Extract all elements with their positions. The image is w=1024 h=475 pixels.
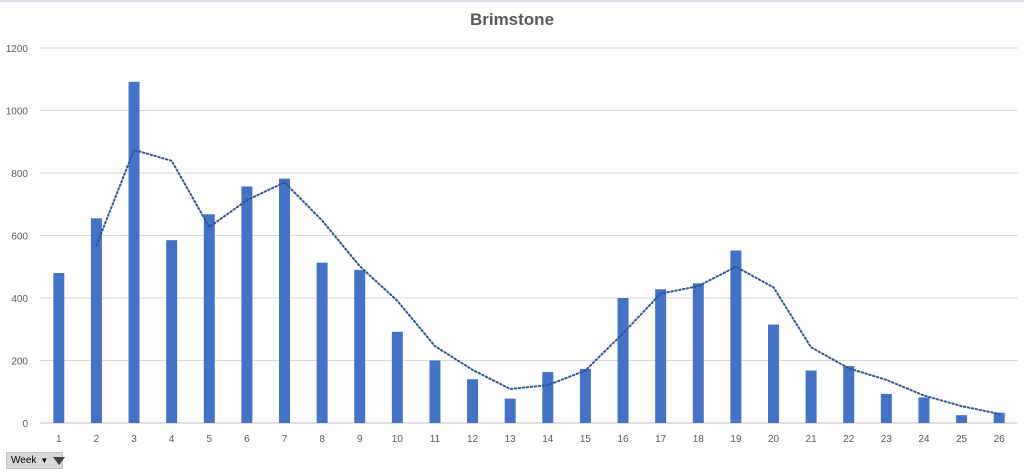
x-tick-label: 1 <box>56 434 62 445</box>
bar <box>918 397 930 423</box>
bar <box>768 324 779 423</box>
bar <box>128 81 140 423</box>
bar <box>53 273 65 423</box>
x-tick-label: 26 <box>994 434 1006 445</box>
x-tick-label: 20 <box>768 434 780 445</box>
bar <box>843 366 855 423</box>
trendline <box>95 148 1001 415</box>
bar <box>391 331 403 423</box>
y-tick-label: 400 <box>11 294 28 305</box>
bar <box>429 360 441 423</box>
x-tick-label: 16 <box>617 434 629 445</box>
y-tick-label: 1200 <box>6 44 29 55</box>
x-tick-label: 23 <box>881 434 893 445</box>
x-tick-label: 25 <box>956 434 968 445</box>
top-border <box>0 0 1024 2</box>
y-tick-label: 0 <box>22 419 28 430</box>
x-tick-label: 7 <box>282 434 288 445</box>
chart-title: Brimstone <box>469 10 555 29</box>
x-tick-label: 9 <box>357 434 363 445</box>
bar <box>279 178 290 423</box>
filter-icon <box>53 456 66 465</box>
y-tick-label: 800 <box>11 169 28 180</box>
x-tick-label: 18 <box>693 434 705 445</box>
y-tick-label: 1000 <box>6 107 29 118</box>
bar <box>579 368 591 423</box>
week-filter-button[interactable]: Week ▼ <box>6 452 66 469</box>
bar <box>805 370 817 423</box>
x-tick-label: 8 <box>319 434 325 445</box>
bar <box>655 289 667 423</box>
bar <box>956 415 968 423</box>
x-tick-label: 6 <box>244 434 250 445</box>
x-tick-label: 4 <box>169 434 175 445</box>
x-tick-label: 5 <box>206 434 212 445</box>
x-tick-label: 24 <box>918 434 930 445</box>
x-tick-label: 22 <box>843 434 855 445</box>
x-tick-label: 2 <box>94 434 100 445</box>
x-tick-label: 14 <box>542 434 554 445</box>
x-tick-label: 3 <box>131 434 137 445</box>
bar <box>993 412 1005 423</box>
x-tick-label: 15 <box>580 434 592 445</box>
bar <box>880 393 892 423</box>
bar <box>90 218 102 423</box>
week-filter-label: Week <box>11 455 37 466</box>
dropdown-arrow-icon: ▼ <box>40 455 49 465</box>
bar <box>166 240 178 423</box>
bar <box>241 186 253 423</box>
bar <box>617 298 629 423</box>
bar <box>692 283 704 423</box>
x-tick-label: 11 <box>430 434 441 445</box>
x-tick-label: 21 <box>806 434 818 445</box>
x-tick-label: 17 <box>655 434 667 445</box>
bar <box>354 269 366 423</box>
y-tick-label: 600 <box>11 232 28 243</box>
bar <box>316 262 328 423</box>
x-tick-label: 12 <box>467 434 479 445</box>
bar <box>730 250 742 423</box>
bar <box>203 214 215 423</box>
y-tick-label: 200 <box>11 357 28 368</box>
bar <box>467 379 479 423</box>
bar <box>504 398 516 423</box>
bar <box>542 372 554 423</box>
x-tick-label: 19 <box>730 434 742 445</box>
x-tick-label: 10 <box>392 434 404 445</box>
x-tick-label: 13 <box>505 434 517 445</box>
